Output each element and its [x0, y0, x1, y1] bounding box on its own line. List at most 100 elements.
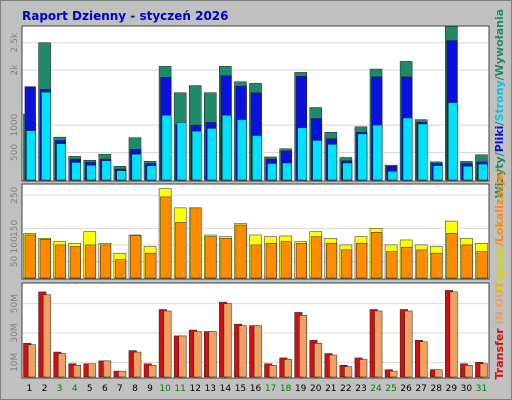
bar-hits-pliki-day-29: [447, 102, 458, 181]
bar-transfer-out-day-30: [464, 365, 473, 378]
bar-transfer-out-day-12: [193, 331, 202, 378]
bar-visits-lokalizacje-day-23: [356, 243, 368, 279]
bar-hits-pliki-day-2: [41, 91, 51, 181]
bar-hits-pliki-day-26: [402, 117, 413, 181]
bar-visits-lokalizacje-day-20: [310, 236, 323, 279]
day-label-28: 28: [431, 384, 443, 394]
day-label-20: 20: [310, 384, 322, 394]
day-label-7: 7: [117, 384, 123, 394]
day-label-24: 24: [370, 384, 382, 394]
day-label-26: 26: [400, 384, 412, 394]
bar-visits-lokalizacje-day-13: [205, 236, 217, 279]
bar-transfer-out-day-14: [223, 303, 232, 378]
bar-hits-pliki-day-23: [357, 133, 368, 181]
chart-legends: Wizyty/Pliki/Strony/WywołaniaWejścia/Lok…: [493, 9, 506, 380]
bar-visits-lokalizacje-day-17: [265, 243, 277, 279]
legend-hits: Wizyty/Pliki/Strony/Wywołania: [493, 9, 506, 198]
bar-visits-lokalizacje-day-29: [446, 233, 458, 279]
bar-transfer-out-day-28: [434, 369, 443, 378]
bar-transfer-out-day-25: [389, 370, 398, 378]
bar-hits-pliki-day-14: [221, 114, 232, 181]
day-label-2: 2: [42, 384, 48, 394]
legend-part: /: [493, 241, 506, 246]
day-label-15: 15: [235, 384, 246, 394]
day-label-30: 30: [461, 384, 473, 394]
bar-transfer-out-day-23: [359, 359, 368, 378]
day-label-11: 11: [174, 384, 185, 394]
bar-hits-pliki-day-5: [86, 164, 97, 181]
bar-hits-pliki-day-7: [116, 170, 127, 181]
bar-transfer-out-day-9: [148, 365, 157, 378]
day-label-5: 5: [87, 384, 93, 394]
legend-part: /: [493, 169, 506, 174]
day-label-6: 6: [102, 384, 108, 394]
bar-transfer-out-day-7: [118, 370, 127, 378]
bar-transfer-out-day-1: [27, 344, 36, 378]
bar-transfer-out-day-26: [404, 310, 413, 378]
bar-visits-lokalizacje-day-12: [190, 207, 202, 279]
bar-visits-lokalizacje-day-22: [341, 249, 353, 279]
day-label-14: 14: [220, 384, 232, 394]
legend-part: Wywołania: [493, 9, 506, 77]
legend-part: Lokalizacje: [493, 174, 506, 242]
day-label-8: 8: [132, 384, 138, 394]
bar-visits-lokalizacje-day-3: [54, 244, 66, 279]
legend-visits: Wejścia/Lokalizacje/: [493, 169, 506, 294]
legend-part: Strony: [493, 80, 506, 121]
bar-transfer-out-day-4: [73, 365, 82, 378]
y-tick-label: 2k: [10, 64, 20, 76]
bar-transfer-out-day-18: [283, 359, 292, 378]
day-label-9: 9: [147, 384, 153, 394]
day-label-4: 4: [72, 384, 78, 394]
y-tick-label: 100: [10, 236, 20, 253]
bar-hits-pliki-day-17: [267, 163, 277, 181]
bar-hits-pliki-day-9: [146, 165, 157, 181]
bar-hits-pliki-day-16: [252, 135, 262, 181]
bar-visits-lokalizacje-day-4: [69, 246, 82, 279]
bar-transfer-out-day-8: [133, 351, 142, 378]
bar-visits-lokalizacje-day-6: [100, 244, 112, 279]
bar-hits-pliki-day-25: [387, 170, 398, 181]
day-label-13: 13: [205, 384, 216, 394]
bar-hits-pliki-day-30: [463, 166, 473, 181]
legend-part: /: [493, 151, 506, 156]
legend-part: Pliki: [493, 126, 506, 153]
y-tick-label: 500: [10, 144, 20, 161]
bar-visits-lokalizacje-day-25: [386, 251, 398, 279]
bar-hits-pliki-day-4: [71, 162, 82, 181]
bar-visits-lokalizacje-day-28: [431, 252, 443, 279]
bar-hits-pliki-day-10: [161, 114, 172, 181]
legend-transfer: Transfer IN OUT: [493, 281, 506, 379]
panel-transfer: 10M 30M 50M: [10, 282, 490, 379]
day-label-1: 1: [27, 384, 33, 394]
bar-hits-pliki-day-11: [176, 122, 187, 181]
bar-visits-lokalizacje-day-16: [250, 244, 262, 279]
day-label-12: 12: [190, 384, 201, 394]
bar-transfer-out-day-22: [344, 366, 353, 378]
bar-transfer-out-day-13: [208, 331, 217, 378]
y-tick-label: 50M: [10, 294, 20, 313]
bar-hits-pliki-day-18: [282, 162, 292, 181]
day-label-10: 10: [159, 384, 171, 394]
bar-hits-pliki-day-13: [206, 128, 217, 181]
legend-part: OUT: [493, 281, 506, 307]
day-label-16: 16: [250, 384, 262, 394]
day-label-31: 31: [476, 384, 487, 394]
bar-transfer-out-day-21: [329, 354, 338, 378]
bar-visits-lokalizacje-day-5: [84, 244, 97, 279]
y-tick-label: 1000: [10, 113, 20, 136]
bar-visits-lokalizacje-day-19: [295, 243, 307, 279]
bar-transfer-out-day-10: [163, 310, 172, 378]
bar-hits-pliki-day-12: [191, 130, 202, 181]
day-label-18: 18: [280, 384, 292, 394]
legend-part: Transfer: [493, 324, 506, 379]
day-label-3: 3: [57, 384, 63, 394]
bar-transfer-out-day-2: [42, 294, 51, 378]
bar-hits-pliki-day-24: [372, 124, 383, 181]
bar-hits-pliki-day-15: [237, 119, 247, 181]
day-label-27: 27: [415, 384, 426, 394]
legend-part: Wejścia: [493, 246, 506, 293]
